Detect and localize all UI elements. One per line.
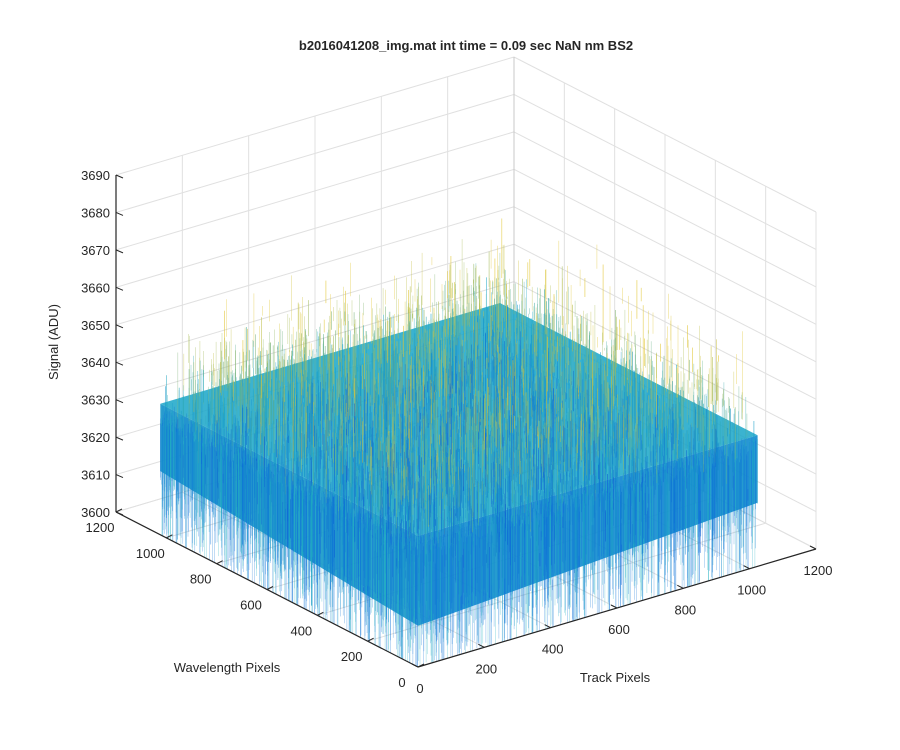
grid-line-sidewall-z-6 <box>513 168 817 325</box>
grid-line-sidewall-z-9 <box>513 56 817 213</box>
grid-line-backwall-z-4 <box>115 243 515 363</box>
grid-line-sidewall-z-7 <box>513 131 817 288</box>
grid-line-sidewall-z-4 <box>513 243 817 400</box>
grid-line-sidewall-z-3 <box>513 281 817 438</box>
grid-line-backwall-z-7 <box>115 131 515 251</box>
grid-line-backwall-z-5 <box>115 206 515 326</box>
grid-line-backwall-z-8 <box>115 93 515 213</box>
grid-line-sidewall-z-5 <box>513 206 817 363</box>
grid-line-backwall-z-6 <box>115 168 515 288</box>
grid-line-backwall-z-9 <box>115 56 515 176</box>
grid-line-sidewall-z-8 <box>513 93 817 250</box>
surface-plot <box>160 218 758 667</box>
